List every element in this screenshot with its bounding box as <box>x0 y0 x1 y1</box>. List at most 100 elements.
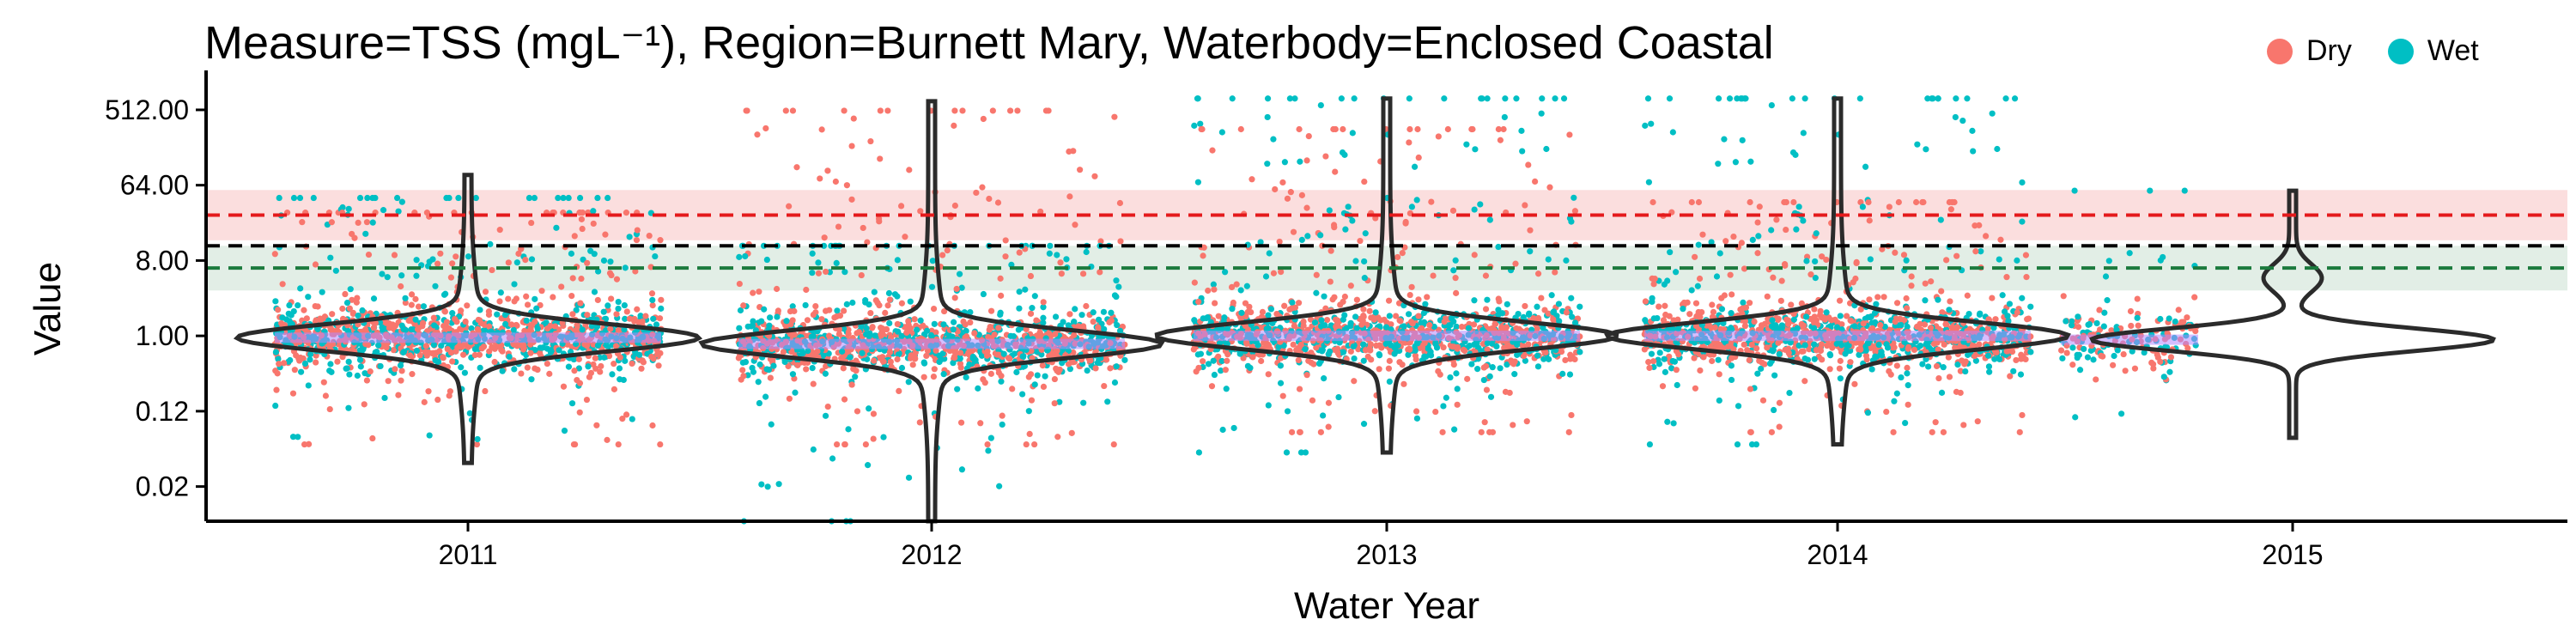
data-point <box>494 343 501 350</box>
data-point <box>1347 283 1354 289</box>
data-point <box>944 247 951 254</box>
data-point <box>647 264 654 270</box>
data-point <box>622 264 629 271</box>
data-point <box>1358 321 1365 328</box>
data-point <box>1497 137 1504 143</box>
data-point <box>758 481 765 488</box>
data-point <box>568 292 575 300</box>
data-point <box>422 343 430 349</box>
data-point <box>905 474 913 481</box>
data-point <box>363 219 371 226</box>
data-point <box>1688 287 1695 294</box>
data-point <box>1444 125 1451 133</box>
data-point <box>1464 375 1471 382</box>
data-point <box>597 368 604 375</box>
data-point <box>1667 249 1674 256</box>
data-point <box>845 426 852 433</box>
data-point <box>1332 125 1339 133</box>
data-point <box>1568 411 1575 419</box>
data-point <box>1091 173 1098 179</box>
data-point <box>907 298 914 305</box>
data-point <box>571 233 578 240</box>
data-point <box>642 313 649 319</box>
data-point <box>1560 95 1568 102</box>
data-point <box>907 325 914 331</box>
data-point <box>1108 309 1115 316</box>
data-point <box>1511 371 1518 378</box>
data-point <box>1481 419 1488 426</box>
data-point <box>894 257 901 264</box>
data-point <box>1801 355 1808 362</box>
data-point <box>987 307 995 314</box>
data-point <box>791 331 798 338</box>
data-point <box>1000 350 1007 357</box>
data-point <box>1054 368 1060 374</box>
data-point <box>755 379 762 386</box>
data-point <box>768 421 775 428</box>
data-point <box>1425 345 1431 352</box>
data-point <box>1938 389 1946 396</box>
data-point <box>1319 348 1326 355</box>
data-point <box>852 374 859 380</box>
data-point <box>809 270 816 276</box>
data-point <box>600 308 607 315</box>
data-point <box>354 372 361 380</box>
data-point <box>602 231 609 238</box>
data-point <box>1297 428 1303 435</box>
data-point <box>426 432 433 439</box>
data-point <box>1351 95 1358 102</box>
data-point <box>815 259 822 266</box>
data-point <box>1219 426 1226 434</box>
data-point <box>1527 227 1534 234</box>
data-point <box>613 276 621 283</box>
data-point <box>379 324 386 331</box>
data-point <box>1323 316 1331 324</box>
data-point <box>1367 347 1374 354</box>
data-point <box>886 296 893 303</box>
data-point <box>575 355 582 362</box>
data-point <box>951 122 957 129</box>
data-point <box>453 253 459 260</box>
data-point <box>1790 198 1797 206</box>
data-point <box>870 410 878 417</box>
data-point <box>1478 428 1485 435</box>
data-point <box>1440 344 1447 351</box>
data-point <box>1406 125 1413 133</box>
data-point <box>1218 129 1225 136</box>
data-point <box>345 205 352 212</box>
legend-wet-swatch <box>2387 38 2414 64</box>
data-point <box>897 203 905 210</box>
data-point <box>398 377 404 384</box>
data-point <box>1866 217 1873 224</box>
data-point <box>1923 146 1929 153</box>
data-point <box>656 315 664 322</box>
data-point <box>997 275 1004 282</box>
data-point <box>775 481 782 488</box>
data-point <box>2016 428 2023 435</box>
data-point <box>1755 233 1762 240</box>
data-point <box>1386 357 1393 364</box>
data-point <box>1273 311 1280 318</box>
data-point <box>1317 428 1324 435</box>
data-point <box>623 308 630 315</box>
data-point <box>1432 408 1439 416</box>
data-point <box>1650 358 1657 365</box>
data-point <box>1525 161 1532 168</box>
data-point <box>570 355 577 363</box>
data-point <box>1730 233 1737 240</box>
data-point <box>762 125 769 132</box>
data-point <box>1959 117 1966 125</box>
data-point <box>1495 243 1502 251</box>
data-point <box>565 363 573 370</box>
data-point <box>1066 311 1073 318</box>
data-point <box>736 325 743 331</box>
data-point <box>528 219 535 227</box>
data-point <box>583 396 591 404</box>
data-points <box>271 95 2200 525</box>
data-point <box>328 219 335 226</box>
data-point <box>1300 322 1307 329</box>
data-point <box>1006 107 1014 114</box>
data-point <box>1026 430 1033 438</box>
data-point <box>1068 429 1075 436</box>
data-point <box>398 198 405 205</box>
